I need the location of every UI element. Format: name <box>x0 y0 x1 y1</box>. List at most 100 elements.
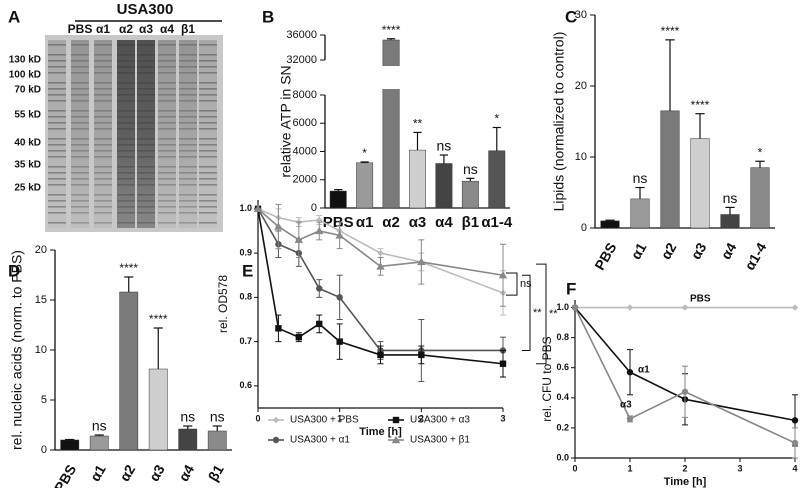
gel-band <box>94 212 112 214</box>
gel-band <box>179 166 197 168</box>
gel-band <box>117 88 135 90</box>
legend-marker <box>392 416 400 424</box>
gel-band <box>48 172 66 174</box>
gel-band <box>137 88 155 90</box>
legend-label: USA300 + α1 <box>290 435 350 446</box>
gel-band <box>158 156 176 158</box>
y-tick-label: 0.9 <box>239 247 252 257</box>
gel-band <box>137 116 155 118</box>
gel-band <box>94 138 112 140</box>
gel-band <box>117 122 135 124</box>
legend-label: USA300 + β1 <box>410 435 470 446</box>
gel-band <box>158 178 176 180</box>
gel-band <box>179 122 197 124</box>
significance-label: ns <box>210 409 225 425</box>
gel-band <box>199 166 217 168</box>
gel-band <box>137 94 155 96</box>
marker-label: 25 kD <box>14 183 41 194</box>
gel-band <box>158 110 176 112</box>
bar <box>119 291 139 451</box>
gel-band <box>199 54 217 56</box>
y-tick-label: 0.8 <box>556 332 569 342</box>
gel-band <box>48 94 66 96</box>
x-tick-label: α2 <box>382 214 400 231</box>
gel-band <box>94 60 112 62</box>
bar <box>660 110 680 229</box>
point <box>377 249 384 257</box>
y-tick-label: 0.6 <box>239 380 252 390</box>
significance-label: ** <box>549 308 558 320</box>
gel-band <box>94 178 112 180</box>
point <box>417 257 426 266</box>
x-tick-label: α3 <box>687 240 709 262</box>
point <box>295 333 303 341</box>
gel-band <box>179 110 197 112</box>
gel-band <box>199 100 217 102</box>
gel-band <box>137 72 155 74</box>
gel-band <box>199 116 217 118</box>
gel-band <box>137 60 155 62</box>
x-tick-label: 1 <box>627 463 632 473</box>
gel-band <box>117 60 135 62</box>
gel-band <box>179 200 197 202</box>
x-tick-label: PBS <box>51 462 79 488</box>
y-tick-label: 15 <box>35 294 47 306</box>
gel-band <box>158 144 176 146</box>
x-tick-label: 1 <box>337 413 342 423</box>
gel-band <box>117 94 135 96</box>
legend-label: USA300 + α3 <box>410 415 470 426</box>
x-tick-label: β1 <box>462 214 480 231</box>
gel-band <box>94 144 112 146</box>
x-tick-label: α3 <box>146 462 168 484</box>
series-line <box>257 208 503 352</box>
gel-band <box>199 88 217 90</box>
point <box>275 325 282 332</box>
gel-band <box>137 44 155 46</box>
marker-label: 130 kD <box>9 55 41 66</box>
gel-band <box>71 60 89 62</box>
gel-band <box>137 66 155 68</box>
bar <box>356 162 374 209</box>
gel-band <box>137 54 155 56</box>
y-axis-label: rel. nucleic acids (norm. to PBS) <box>9 250 25 450</box>
gel-band <box>137 100 155 102</box>
gel-band <box>158 138 176 140</box>
gel-band <box>199 200 217 202</box>
gel-band <box>137 206 155 208</box>
gel-band <box>179 212 197 214</box>
gel-band <box>199 138 217 140</box>
gel-band <box>158 166 176 168</box>
gel-band <box>48 54 66 56</box>
point <box>316 216 323 224</box>
gel-lane <box>117 40 135 228</box>
gel-band <box>158 44 176 46</box>
point <box>376 262 385 270</box>
gel-band <box>199 184 217 186</box>
gel-band <box>199 110 217 112</box>
legend-marker <box>272 416 280 424</box>
x-tick-label: α3 <box>409 214 427 231</box>
gel-band <box>94 200 112 202</box>
y-tick-label: 2000 <box>293 174 317 186</box>
gel-band <box>48 206 66 208</box>
gel-band <box>71 222 89 224</box>
gel-band <box>179 222 197 224</box>
gel-band <box>117 66 135 68</box>
gel-band <box>179 206 197 208</box>
gel-band <box>71 88 89 90</box>
gel-band <box>71 172 89 174</box>
y-tick-label: 5 <box>41 394 47 406</box>
gel-band <box>117 222 135 224</box>
gel-band <box>137 156 155 158</box>
gel-band <box>71 54 89 56</box>
marker-label: 100 kD <box>9 70 41 81</box>
bar <box>382 39 400 209</box>
significance-label: ns <box>437 138 452 154</box>
bar <box>207 430 227 451</box>
point <box>274 222 283 230</box>
gel-band <box>71 66 89 68</box>
gel-band <box>48 122 66 124</box>
gel-band <box>137 82 155 84</box>
series-line <box>574 307 796 444</box>
significance-label: * <box>362 146 367 160</box>
